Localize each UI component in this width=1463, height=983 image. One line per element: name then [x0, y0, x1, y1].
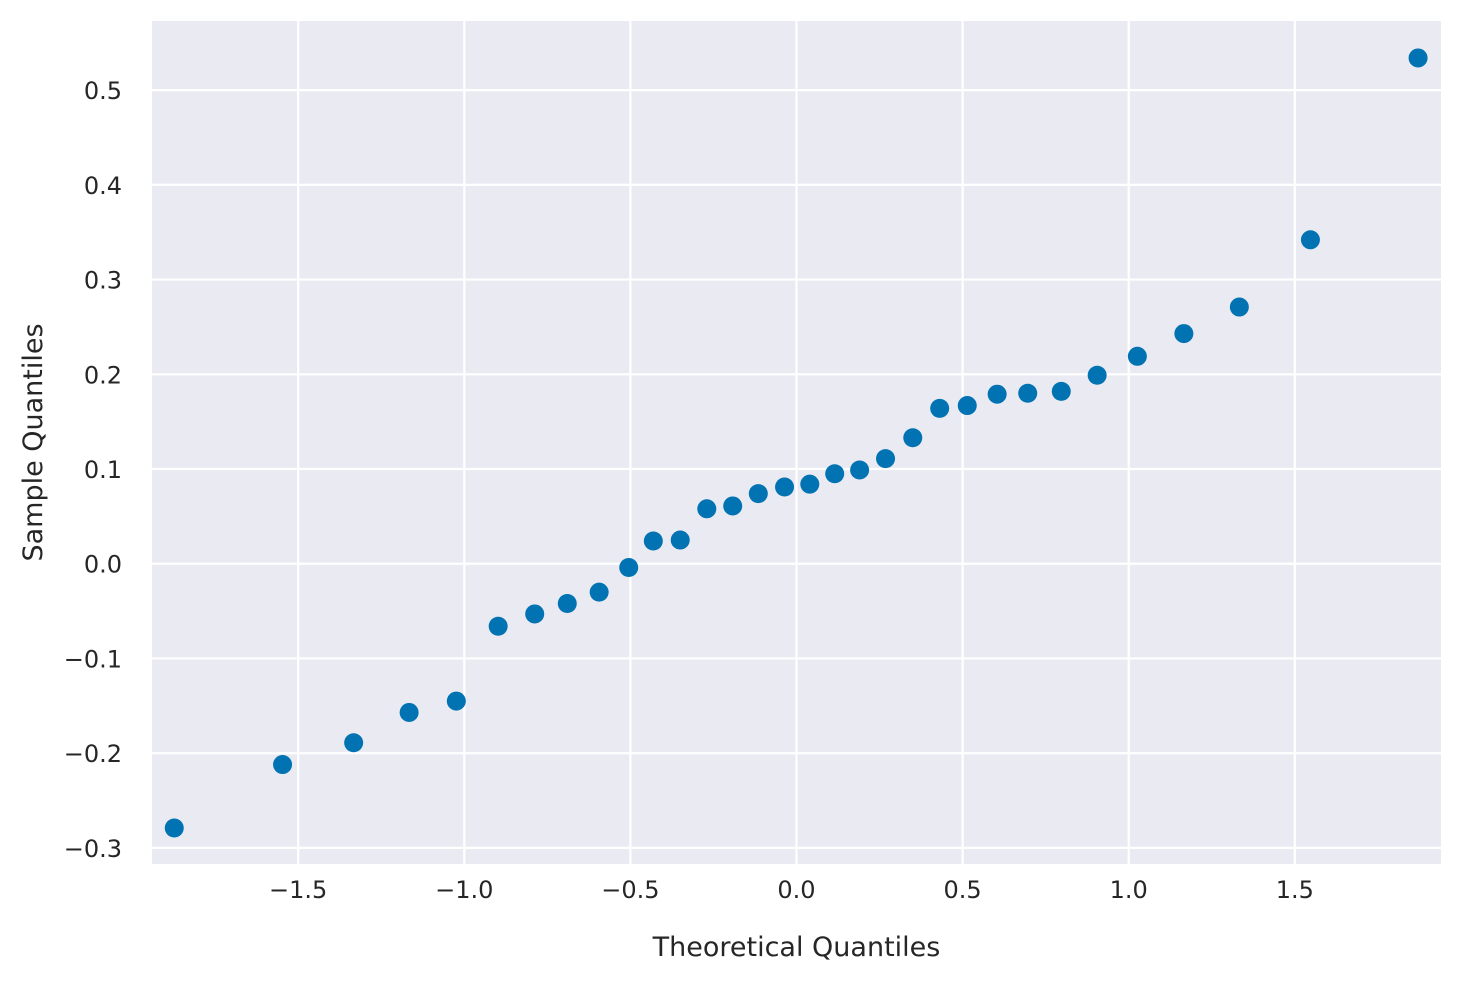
x-tick-label: −0.5	[601, 876, 659, 904]
data-point	[1018, 383, 1038, 403]
data-point	[1229, 297, 1249, 317]
data-point	[589, 582, 609, 602]
x-tick-label: 1.0	[1110, 876, 1148, 904]
x-gridlines	[297, 21, 1296, 864]
data-point	[557, 594, 577, 614]
y-tick-label: −0.3	[64, 835, 122, 863]
y-tick-label: 0.3	[84, 267, 122, 295]
data-point	[399, 702, 419, 722]
y-tick-label: 0.2	[84, 361, 122, 389]
data-point	[987, 384, 1007, 404]
x-tick-label: −1.0	[435, 876, 493, 904]
y-tick-labels: −0.3 −0.2 −0.1 0.0 0.1 0.2 0.3 0.4 0.5	[64, 77, 122, 863]
data-point	[446, 691, 466, 711]
data-point	[643, 531, 663, 551]
data-point	[1174, 324, 1194, 344]
data-point	[697, 499, 717, 519]
data-point	[1087, 365, 1107, 385]
y-tick-label: 0.0	[84, 551, 122, 579]
data-point	[1408, 48, 1428, 68]
y-tick-label: −0.2	[64, 740, 122, 768]
data-point	[850, 460, 870, 480]
data-point	[1127, 346, 1147, 366]
data-point	[164, 818, 184, 838]
y-axis-label: Sample Quantiles	[18, 323, 49, 561]
data-point	[525, 604, 545, 624]
data-point	[619, 558, 639, 578]
data-point	[876, 449, 896, 469]
data-point	[1300, 230, 1320, 250]
data-point	[957, 396, 977, 416]
data-point	[930, 398, 950, 418]
data-point	[670, 530, 690, 550]
x-tick-label: 1.5	[1276, 876, 1314, 904]
y-tick-label: 0.4	[84, 172, 122, 200]
y-tick-label: −0.1	[64, 645, 122, 673]
x-tick-label: −1.5	[269, 876, 327, 904]
data-point	[748, 484, 768, 504]
y-tick-label: 0.5	[84, 77, 122, 105]
x-tick-labels: −1.5 −1.0 −0.5 0.0 0.5 1.0 1.5	[269, 876, 1314, 904]
x-tick-label: 0.5	[944, 876, 982, 904]
data-point	[273, 755, 293, 775]
data-point	[344, 733, 364, 753]
y-tick-label: 0.1	[84, 456, 122, 484]
data-point	[903, 428, 923, 448]
x-tick-label: 0.0	[777, 876, 815, 904]
data-point	[723, 496, 743, 516]
data-point	[775, 477, 795, 497]
data-point	[1051, 381, 1071, 401]
data-point	[825, 464, 845, 484]
x-axis-label: Theoretical Quantiles	[652, 932, 941, 963]
data-point	[800, 474, 820, 494]
y-gridlines	[152, 89, 1441, 849]
data-point	[488, 616, 508, 636]
data-points	[164, 48, 1428, 838]
